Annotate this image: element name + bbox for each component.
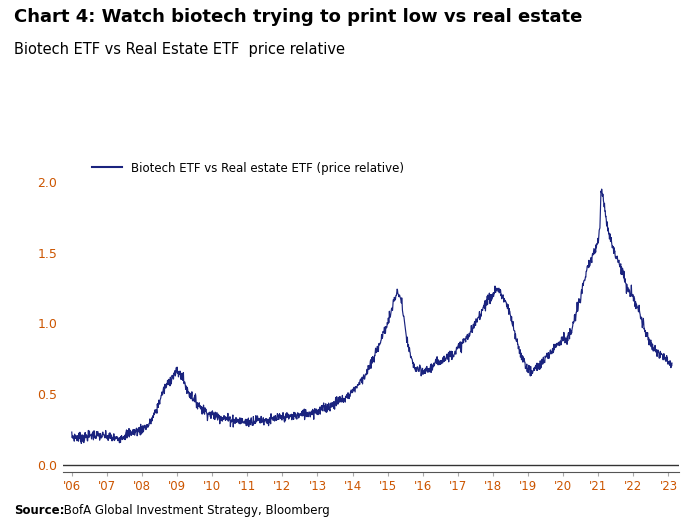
Text: Source:: Source: — [14, 504, 64, 517]
Text: Chart 4: Watch biotech trying to print low vs real estate: Chart 4: Watch biotech trying to print l… — [14, 8, 582, 26]
Legend: Biotech ETF vs Real estate ETF (price relative): Biotech ETF vs Real estate ETF (price re… — [88, 157, 409, 179]
Text: BofA Global Investment Strategy, Bloomberg: BofA Global Investment Strategy, Bloombe… — [60, 504, 329, 517]
Text: Biotech ETF vs Real Estate ETF  price relative: Biotech ETF vs Real Estate ETF price rel… — [14, 42, 345, 57]
